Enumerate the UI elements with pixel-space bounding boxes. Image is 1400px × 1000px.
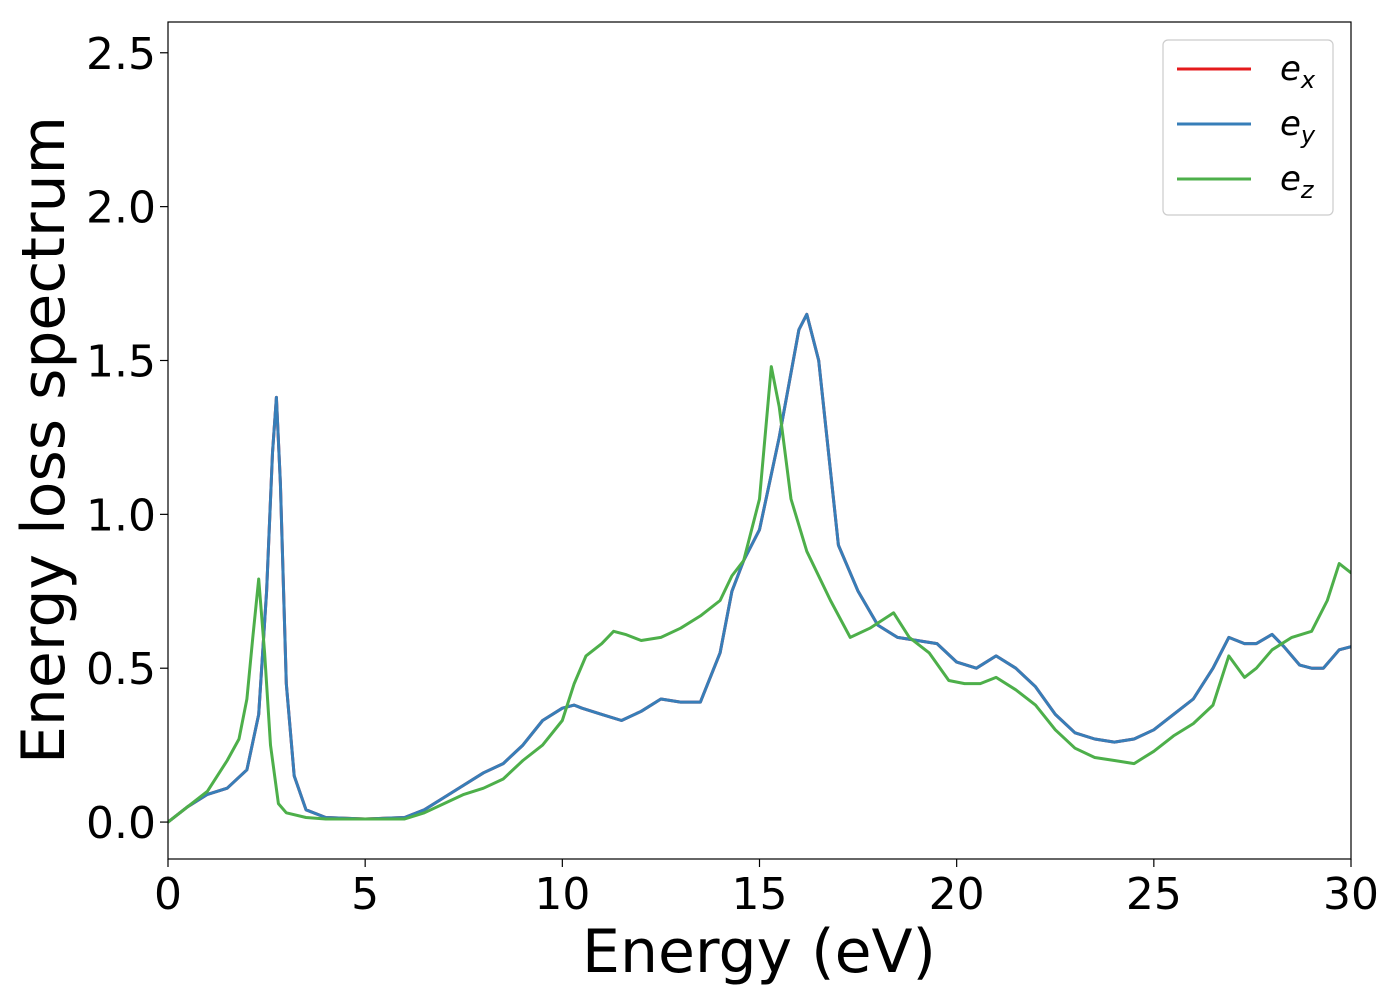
y-tick-label: 2.0: [86, 183, 156, 234]
x-tick-label: 0: [154, 869, 182, 920]
legend: ex ey ez: [1162, 39, 1334, 216]
x-tick-label: 25: [1126, 869, 1182, 920]
x-tick-label: 30: [1323, 869, 1379, 920]
y-tick-label: 1.0: [86, 490, 156, 541]
y-tick-label: 1.5: [86, 336, 156, 387]
y-tick-label: 2.5: [86, 29, 156, 80]
legend-label-e-z: ez: [1280, 159, 1315, 204]
axes: 0 5 10 15 20 25 30 0.0 0.5 1.0 1.5 2.0 2.5: [86, 21, 1379, 920]
series-line-e-y: [168, 312, 1351, 824]
legend-box: [1162, 39, 1334, 216]
y-tick-label: 0.5: [86, 644, 156, 695]
legend-label-e-y: ey: [1280, 104, 1316, 149]
y-tick-label: 0.0: [86, 798, 156, 849]
plot-area: [168, 312, 1351, 824]
x-axis-label: Energy (eV): [582, 917, 936, 987]
y-axis-label: Energy loss spectrum: [9, 116, 79, 764]
legend-label-e-x: ex: [1280, 49, 1316, 94]
x-tick-label: 20: [929, 869, 985, 920]
series-line-e-x: [168, 312, 1351, 824]
x-tick-label: 10: [534, 869, 590, 920]
series-line-e-z: [168, 365, 1351, 824]
x-tick-label: 15: [732, 869, 788, 920]
x-tick-label: 5: [351, 869, 379, 920]
